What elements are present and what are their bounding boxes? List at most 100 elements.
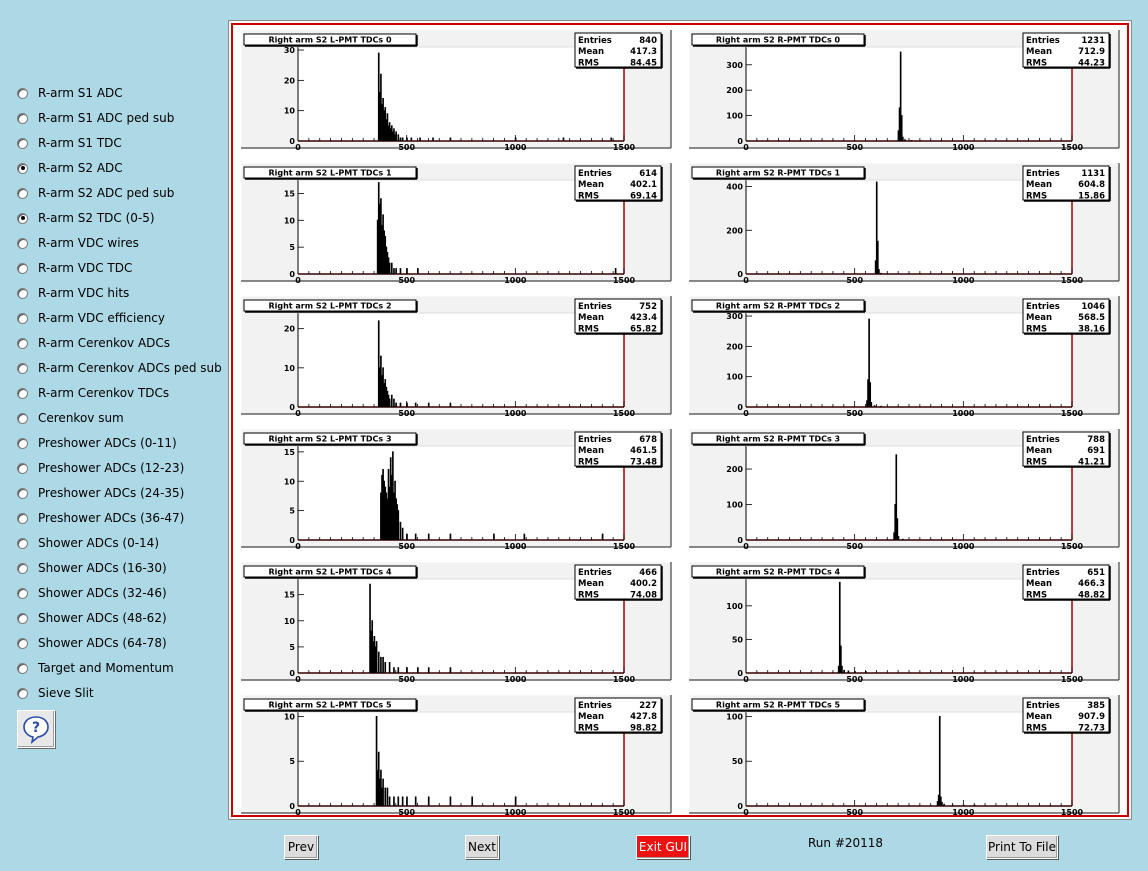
- sidebar-item-0[interactable]: R-arm S1 ADC: [17, 83, 222, 103]
- sidebar-item-7[interactable]: R-arm VDC TDC: [17, 258, 222, 278]
- y-tick-label: 20: [284, 76, 296, 85]
- sidebar-item-11[interactable]: R-arm Cerenkov ADCs ped sub: [17, 358, 222, 378]
- radio-button[interactable]: [17, 112, 28, 124]
- radio-button[interactable]: [17, 362, 28, 374]
- histogram-pad[interactable]: 0 500 1000 1500 0 5 10 Right arm S2 L-PMT TDCs …: [240, 694, 672, 817]
- radio-button[interactable]: [17, 587, 28, 599]
- stats-value-mean: 712.9: [1078, 47, 1105, 57]
- stats-value-mean: 402.1: [630, 180, 657, 190]
- x-tick-label: 0: [743, 675, 749, 684]
- radio-button[interactable]: [17, 687, 28, 699]
- sidebar-item-8[interactable]: R-arm VDC hits: [17, 283, 222, 303]
- radio-button[interactable]: [17, 487, 28, 499]
- radio-button[interactable]: [17, 262, 28, 274]
- radio-button[interactable]: [17, 512, 28, 524]
- histogram-pad[interactable]: 0 500 1000 1500 0 5 10 15 Right arm S2 L-PMT TDC…: [240, 428, 672, 551]
- sidebar-item-2[interactable]: R-arm S1 TDC: [17, 133, 222, 153]
- sidebar-item-12[interactable]: R-arm Cerenkov TDCs: [17, 383, 222, 403]
- x-tick-label: 1000: [504, 143, 527, 152]
- sidebar-item-label: R-arm Cerenkov ADCs ped sub: [38, 361, 222, 375]
- x-tick-label: 500: [846, 675, 863, 684]
- radio-button[interactable]: [17, 162, 28, 174]
- radio-button[interactable]: [17, 412, 28, 424]
- sidebar-item-label: R-arm S2 TDC (0-5): [38, 211, 155, 225]
- radio-button[interactable]: [17, 187, 28, 199]
- histogram-line: [298, 715, 624, 807]
- sidebar-item-label: R-arm VDC hits: [38, 286, 130, 300]
- radio-button[interactable]: [17, 287, 28, 299]
- histogram-pad[interactable]: 0 500 1000 1500 0 5 10 15 Right arm S2 L-PMT TDC…: [240, 561, 672, 684]
- stats-label: RMS: [1026, 590, 1047, 600]
- stats-value-entries: 1046: [1081, 302, 1105, 312]
- exit-gui-button[interactable]: Exit GUI: [636, 835, 690, 859]
- stats-label: Mean: [578, 712, 604, 722]
- sidebar-item-3[interactable]: R-arm S2 ADC: [17, 158, 222, 178]
- radio-button[interactable]: [17, 137, 28, 149]
- radio-button[interactable]: [17, 462, 28, 474]
- sidebar-item-10[interactable]: R-arm Cerenkov ADCs: [17, 333, 222, 353]
- x-tick-label: 1000: [952, 409, 975, 418]
- radio-button[interactable]: [17, 387, 28, 399]
- radio-button[interactable]: [17, 337, 28, 349]
- y-tick-label: 400: [726, 183, 743, 192]
- sidebar-item-15[interactable]: Preshower ADCs (12-23): [17, 458, 222, 478]
- sidebar-item-18[interactable]: Shower ADCs (0-14): [17, 533, 222, 553]
- stats-label: Entries: [578, 302, 612, 312]
- stats-label: Mean: [1026, 712, 1052, 722]
- sidebar-item-17[interactable]: Preshower ADCs (36-47): [17, 508, 222, 528]
- radio-button[interactable]: [17, 662, 28, 674]
- question-bubble-icon: ?: [23, 716, 49, 744]
- x-tick-label: 0: [295, 808, 301, 815]
- help-button[interactable]: ?: [17, 710, 55, 748]
- x-tick-label: 0: [743, 409, 749, 418]
- radio-button[interactable]: [17, 87, 28, 99]
- prev-button[interactable]: Prev: [284, 835, 318, 859]
- sidebar-item-23[interactable]: Target and Momentum: [17, 658, 222, 678]
- radio-button[interactable]: [17, 437, 28, 449]
- histogram-pad[interactable]: 0 500 1000 1500 0 50 100 Right arm S2 R-PMT TDC…: [688, 694, 1120, 817]
- sidebar-item-22[interactable]: Shower ADCs (64-78): [17, 633, 222, 653]
- radio-button[interactable]: [17, 562, 28, 574]
- sidebar-item-24[interactable]: Sieve Slit: [17, 683, 222, 703]
- radio-button[interactable]: [17, 537, 28, 549]
- stats-label: Mean: [1026, 313, 1052, 323]
- histogram-pad[interactable]: 0 500 1000 1500 0 5 10 15 Right arm S2 L-PMT TDC…: [240, 162, 672, 285]
- stats-value-mean: 691: [1087, 446, 1105, 456]
- histogram-title: Right arm S2 L-PMT TDCs 3: [268, 435, 391, 444]
- sidebar-item-16[interactable]: Preshower ADCs (24-35): [17, 483, 222, 503]
- histogram-pad[interactable]: 0 500 1000 1500 0 200 400 Right arm S2 R-PMT TD…: [688, 162, 1120, 285]
- stats-label: RMS: [1026, 324, 1047, 334]
- histogram-pad[interactable]: 0 500 1000 1500 0 10 20 Right arm S2 L-PMT TDCs…: [240, 295, 672, 418]
- radio-button[interactable]: [17, 612, 28, 624]
- sidebar-item-20[interactable]: Shower ADCs (32-46): [17, 583, 222, 603]
- next-button[interactable]: Next: [465, 835, 499, 859]
- stats-label: RMS: [1026, 191, 1047, 201]
- x-tick-label: 500: [398, 675, 415, 684]
- sidebar-item-5[interactable]: R-arm S2 TDC (0-5): [17, 208, 222, 228]
- sidebar-item-9[interactable]: R-arm VDC efficiency: [17, 308, 222, 328]
- sidebar-item-6[interactable]: R-arm VDC wires: [17, 233, 222, 253]
- sidebar-item-19[interactable]: Shower ADCs (16-30): [17, 558, 222, 578]
- sidebar-item-13[interactable]: Cerenkov sum: [17, 408, 222, 428]
- histogram-canvas[interactable]: 0 500 1000 1500 0 10 20 30 Right arm S2 L-PMT TD…: [231, 23, 1129, 817]
- x-tick-label: 0: [295, 143, 301, 152]
- stats-label: RMS: [578, 58, 599, 68]
- radio-button[interactable]: [17, 237, 28, 249]
- sidebar-item-label: Shower ADCs (64-78): [38, 636, 167, 650]
- radio-button[interactable]: [17, 212, 28, 224]
- y-tick-label: 200: [726, 86, 743, 95]
- histogram-pad[interactable]: 0 500 1000 1500 0 100 200 Right arm S2 R-PMT TD…: [688, 428, 1120, 551]
- print-to-file-button[interactable]: Print To File: [986, 835, 1058, 859]
- sidebar-item-21[interactable]: Shower ADCs (48-62): [17, 608, 222, 628]
- sidebar-item-14[interactable]: Preshower ADCs (0-11): [17, 433, 222, 453]
- radio-button[interactable]: [17, 637, 28, 649]
- x-tick-label: 500: [398, 409, 415, 418]
- radio-button[interactable]: [17, 312, 28, 324]
- stats-label: RMS: [578, 191, 599, 201]
- sidebar-item-4[interactable]: R-arm S2 ADC ped sub: [17, 183, 222, 203]
- histogram-pad[interactable]: 0 500 1000 1500 0 50 100 Right arm S2 R-PMT TDC…: [688, 561, 1120, 684]
- sidebar-item-1[interactable]: R-arm S1 ADC ped sub: [17, 108, 222, 128]
